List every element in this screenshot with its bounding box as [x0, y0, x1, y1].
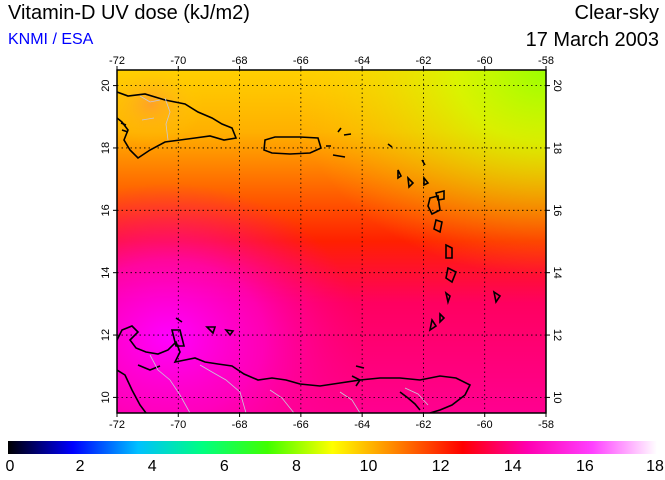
- colorbar-label: 0: [5, 458, 15, 475]
- lon-tick-label-bottom: -70: [170, 419, 186, 431]
- colorbar-label: 14: [503, 458, 522, 475]
- lat-tick-label-left: 10: [100, 391, 112, 403]
- colorbar-scale: [8, 441, 657, 454]
- lon-tick-label-top: -58: [538, 55, 554, 67]
- borders: [139, 95, 429, 413]
- uv-field: [117, 70, 546, 413]
- lon-tick-label-top: -64: [354, 55, 370, 67]
- lon-tick-label-top: -62: [415, 55, 431, 67]
- coastline-lesser-antilles: [387, 143, 502, 332]
- colorbar-label: 18: [646, 458, 664, 475]
- lat-tick-label-right: 10: [551, 391, 563, 403]
- lat-tick-label-left: 20: [100, 79, 112, 91]
- lon-tick-label-top: -68: [232, 55, 248, 67]
- lon-tick-label-bottom: -72: [109, 419, 125, 431]
- colorbar-label: 12: [431, 458, 450, 475]
- colorbar-label: 8: [291, 458, 301, 475]
- colorbar-label: 10: [359, 458, 378, 475]
- lat-tick-label-right: 20: [551, 79, 563, 91]
- map-date: 17 March 2003: [525, 29, 659, 51]
- lat-tick-label-right: 12: [551, 329, 563, 341]
- uv-dose-map: -72 -72 -70 -70 -68 -68 -66 -66 -64 -64 -62 -62 -60 -…: [100, 55, 563, 431]
- lon-tick-label-top: -66: [293, 55, 309, 67]
- axis-ticks: -72 -72 -70 -70 -68 -68 -66 -66 -64 -64 -62 -62 -60 -…: [100, 55, 563, 431]
- agency-label: KNMI / ESA: [8, 31, 94, 48]
- colorbar-label: 16: [575, 458, 594, 475]
- lat-tick-label-left: 18: [100, 142, 112, 154]
- lat-tick-label-right: 18: [551, 142, 563, 154]
- lat-tick-label-right: 14: [551, 267, 563, 279]
- coastlines: [117, 91, 502, 413]
- lat-tick-label-left: 14: [100, 267, 112, 279]
- map-title: Vitamin-D UV dose (kJ/m2): [8, 2, 250, 24]
- lon-tick-label-bottom: -60: [477, 419, 493, 431]
- graticule: [117, 70, 546, 413]
- coastline-hispaniola: [117, 91, 238, 160]
- lon-tick-label-top: -60: [477, 55, 493, 67]
- lat-tick-label-right: 16: [551, 204, 563, 216]
- lon-tick-label-bottom: -62: [415, 419, 431, 431]
- map-frame: [116, 69, 547, 414]
- lon-tick-label-bottom: -68: [232, 419, 248, 431]
- colorbar-label: 2: [75, 458, 85, 475]
- sky-condition: Clear-sky: [574, 2, 659, 24]
- coastline-south-america: [117, 325, 472, 413]
- colorbar: [8, 441, 657, 454]
- colorbar-label: 4: [147, 458, 157, 475]
- lon-tick-label-bottom: -58: [538, 419, 554, 431]
- lon-tick-label-top: -72: [109, 55, 125, 67]
- lat-tick-label-left: 12: [100, 329, 112, 341]
- colorbar-label: 6: [219, 458, 229, 475]
- coastline-puerto-rico: [263, 136, 322, 155]
- lon-tick-label-top: -70: [170, 55, 186, 67]
- lon-tick-label-bottom: -66: [293, 419, 309, 431]
- lon-tick-label-bottom: -64: [354, 419, 370, 431]
- lat-tick-label-left: 16: [100, 204, 112, 216]
